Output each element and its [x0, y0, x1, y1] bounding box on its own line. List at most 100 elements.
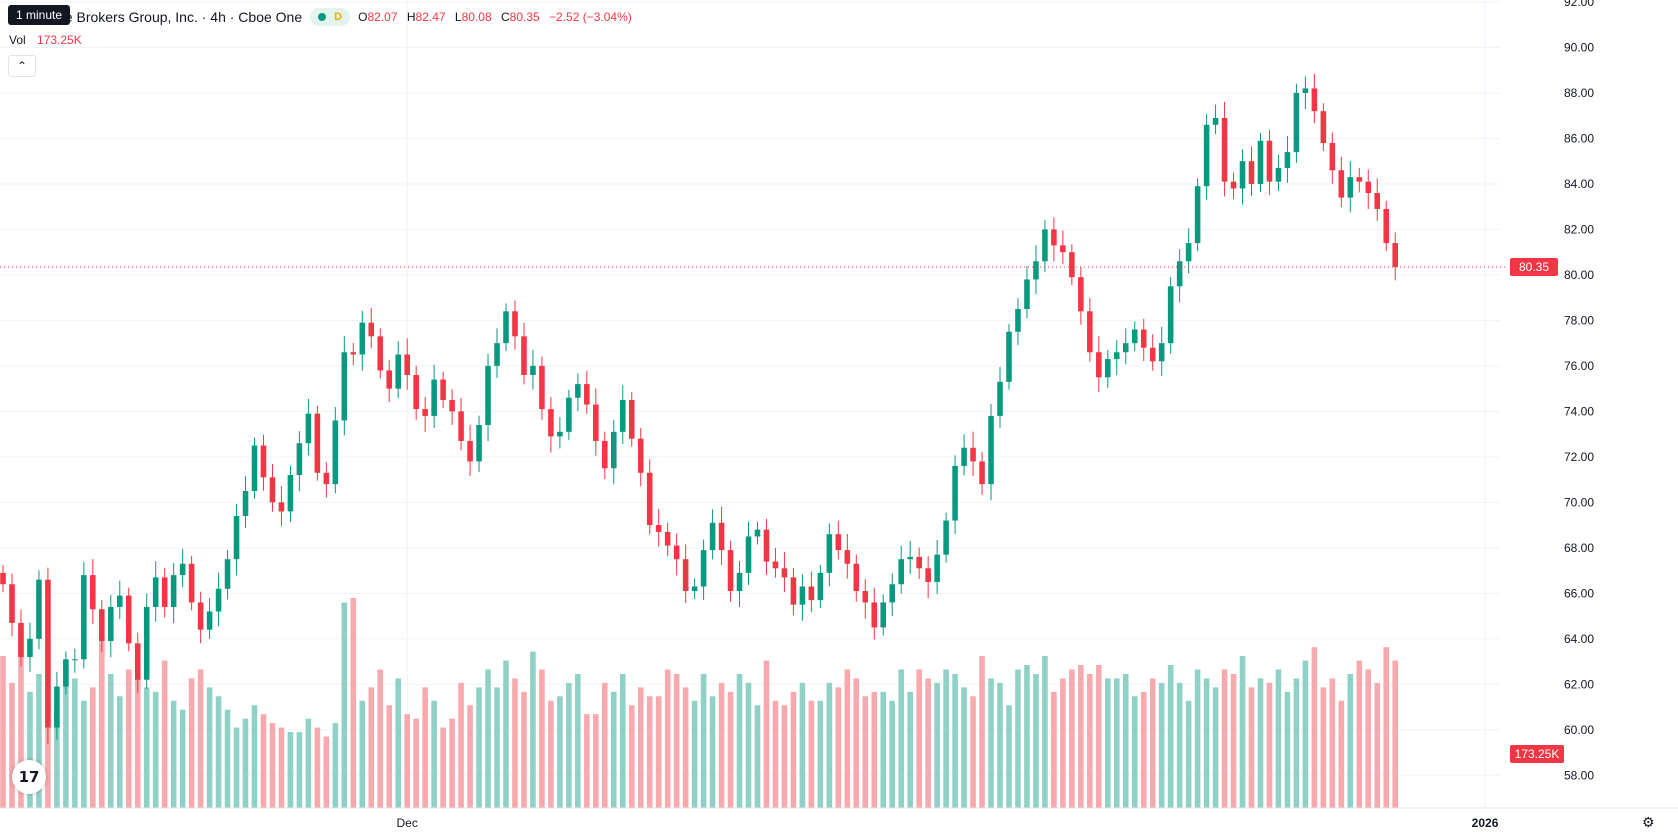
- volume-bar: [413, 718, 419, 808]
- candle-body: [278, 502, 285, 512]
- price-tick-label: 80.00: [1564, 268, 1594, 282]
- volume-bar: [449, 718, 455, 808]
- volume-bar: [1122, 673, 1129, 808]
- volume-bar: [27, 691, 33, 808]
- volume-bar: [512, 678, 518, 808]
- candle-body: [1383, 208, 1390, 244]
- gear-icon[interactable]: ⚙: [1642, 814, 1655, 830]
- price-tick-label: 58.00: [1564, 768, 1594, 782]
- market-status-badge[interactable]: D: [310, 8, 351, 26]
- candlestick-series: [0, 73, 1398, 744]
- candle-body: [584, 384, 590, 405]
- candle-body: [1365, 181, 1372, 194]
- volume-bar: [1006, 705, 1012, 808]
- volume-bar: [206, 687, 213, 808]
- candle-body: [1221, 117, 1228, 182]
- tradingview-logo[interactable]: 17: [12, 760, 46, 794]
- candle-body: [880, 602, 887, 628]
- volume-bar: [1320, 687, 1327, 808]
- volume-bar: [961, 687, 967, 808]
- candle-body: [1212, 117, 1219, 125]
- price-tick-label: 90.00: [1564, 40, 1594, 54]
- candle-body: [889, 584, 896, 603]
- volume-label[interactable]: Vol: [9, 33, 26, 47]
- volume-bar: [350, 598, 357, 808]
- candle-body: [628, 400, 635, 439]
- volume-bar: [422, 687, 428, 808]
- candle-body: [1105, 359, 1111, 378]
- candle-body: [1374, 193, 1381, 209]
- volume-bar: [134, 678, 141, 808]
- candle-body: [377, 336, 384, 371]
- candle-body: [727, 550, 734, 592]
- volume-bar: [1248, 687, 1255, 808]
- candle-body: [269, 477, 276, 503]
- volume-bar: [296, 732, 303, 808]
- candle-body: [754, 529, 761, 537]
- candle-body: [934, 554, 940, 582]
- price-axis[interactable]: 58.00 60.00 62.00 64.00 66.00 68.00 70.00 72.00…: [1564, 0, 1594, 782]
- candle-body: [566, 397, 572, 432]
- volume-bar: [637, 687, 644, 808]
- symbol-title[interactable]: Interactive Brokers Group, Inc. · 4h · C…: [8, 9, 303, 25]
- volume-bar: [458, 682, 464, 808]
- candle-body: [1113, 352, 1120, 360]
- candle-body: [116, 595, 123, 607]
- volume-bar: [1176, 682, 1183, 808]
- candle-body: [826, 534, 833, 573]
- candle-body: [27, 638, 33, 657]
- volume-bar: [530, 651, 536, 808]
- volume-bar: [1024, 665, 1030, 808]
- volume-bar: [943, 669, 949, 808]
- volume-bar: [1374, 682, 1381, 808]
- open-label: O: [358, 10, 368, 24]
- volume-bar: [485, 669, 491, 808]
- candle-body: [709, 522, 716, 551]
- volume-bar: [835, 687, 842, 808]
- collapse-legend-button[interactable]: ⌃: [8, 55, 36, 77]
- volume-bar: [503, 660, 509, 808]
- candle-body: [602, 440, 608, 469]
- candle-body: [143, 606, 150, 680]
- candle-body: [1302, 88, 1309, 93]
- volume-bar: [521, 691, 527, 808]
- candle-body: [1096, 352, 1102, 378]
- volume-bar: [1257, 678, 1264, 808]
- volume-bar: [18, 624, 24, 808]
- volume-bar: [808, 700, 815, 808]
- volume-bar: [745, 682, 752, 808]
- candle-body: [1239, 161, 1246, 189]
- volume-bar: [90, 687, 96, 808]
- candle-body: [1230, 181, 1237, 189]
- price-tick-label: 86.00: [1564, 131, 1594, 145]
- volume-bar: [709, 696, 716, 808]
- candle-body: [808, 586, 815, 601]
- candle-body: [664, 531, 671, 546]
- price-tick-label: 60.00: [1564, 723, 1594, 737]
- candle-body: [386, 370, 393, 389]
- volume-bar: [1051, 691, 1057, 808]
- volume-bar: [1302, 660, 1309, 808]
- volume-bar: [359, 700, 366, 808]
- candle-body: [224, 559, 231, 589]
- volume-bar: [36, 673, 42, 808]
- volume-bar: [323, 736, 330, 808]
- volume-bar: [763, 660, 770, 808]
- volume-bar: [1131, 696, 1138, 808]
- volume-bar: [754, 705, 761, 808]
- volume-bar: [305, 718, 312, 808]
- market-open-icon: [318, 13, 327, 21]
- volume-bar: [440, 727, 446, 808]
- candle-body: [610, 431, 617, 469]
- volume-bar: [862, 696, 869, 808]
- volume-bar: [691, 700, 698, 808]
- volume-bar: [871, 691, 878, 808]
- volume-bar: [610, 691, 617, 808]
- volume-bar: [1365, 669, 1372, 808]
- time-axis[interactable]: Dec2026FebMarAprMayJun: [0, 807, 1678, 830]
- volume-bar: [826, 682, 833, 808]
- price-tick-label: 82.00: [1564, 222, 1594, 236]
- volume-bar: [970, 696, 976, 808]
- volume-bar: [395, 678, 401, 808]
